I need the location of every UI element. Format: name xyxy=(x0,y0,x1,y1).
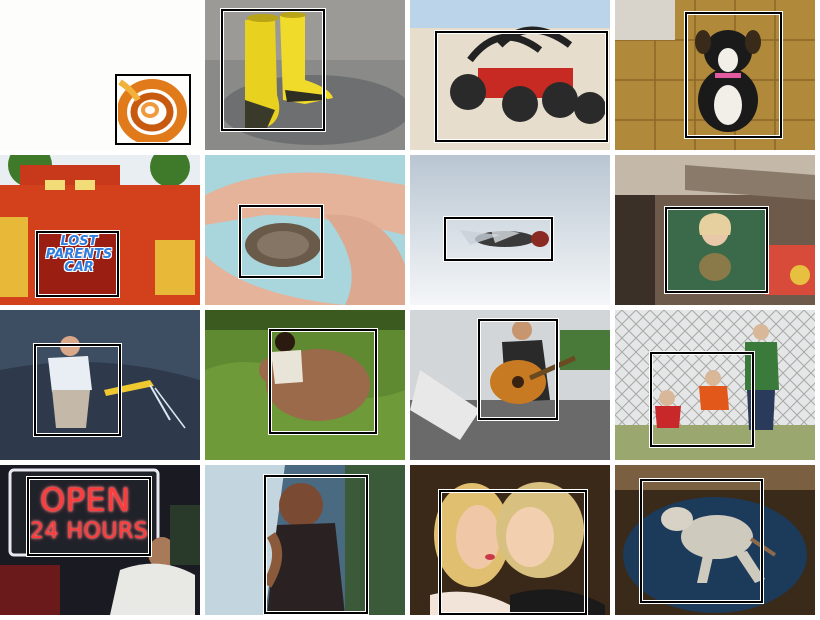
detection-box xyxy=(34,344,121,436)
detection-box xyxy=(36,231,119,297)
sign-open: OPEN xyxy=(40,481,131,519)
tile-hands xyxy=(205,155,405,305)
detection-box xyxy=(685,12,782,138)
detection-box xyxy=(478,319,558,420)
detection-box xyxy=(444,217,553,261)
sign-24-hours: 24 HOURS xyxy=(30,519,149,544)
tile-fence xyxy=(615,310,815,460)
tile-open-sign: OPEN 24 HOURS xyxy=(0,465,200,615)
tile-pig xyxy=(205,310,405,460)
detection-box xyxy=(221,9,325,131)
guitar-photo xyxy=(410,310,610,460)
tile-building: LOST PARENTS CAR xyxy=(0,155,200,305)
detection-box xyxy=(269,329,377,434)
tile-waterfall xyxy=(205,465,405,615)
tile-fly xyxy=(410,155,610,305)
hands-photo xyxy=(205,155,405,305)
sign-line: CAR xyxy=(64,260,94,275)
tile-market xyxy=(615,155,815,305)
tile-boy-water xyxy=(0,310,200,460)
detection-box xyxy=(650,352,754,447)
tile-toy-animal xyxy=(615,465,815,615)
pig-photo xyxy=(205,310,405,460)
tile-dog xyxy=(615,0,815,150)
atv-photo xyxy=(410,0,610,150)
tile-guitar xyxy=(410,310,610,460)
market-photo xyxy=(615,155,815,305)
sign-lost-parents: LOST PARENTS CAR xyxy=(44,235,114,274)
fly-photo xyxy=(410,155,610,305)
tile-boots xyxy=(205,0,405,150)
tile-atv xyxy=(410,0,610,150)
building-photo xyxy=(0,155,200,305)
tile-ribbon xyxy=(0,0,200,150)
detection-box xyxy=(640,479,763,603)
detection-box xyxy=(115,74,191,145)
detection-box xyxy=(439,490,587,615)
detection-box xyxy=(264,475,368,614)
detection-box xyxy=(239,205,323,278)
open-sign-photo xyxy=(0,465,200,615)
sign-line: LOST xyxy=(60,234,98,249)
detection-box xyxy=(665,207,768,293)
fence-photo xyxy=(615,310,815,460)
detection-box xyxy=(435,31,608,142)
detection-box xyxy=(27,477,151,556)
tile-women xyxy=(410,465,610,615)
sign-line: PARENTS xyxy=(45,247,113,262)
